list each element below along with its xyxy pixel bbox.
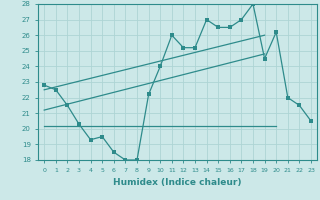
X-axis label: Humidex (Indice chaleur): Humidex (Indice chaleur) xyxy=(113,178,242,187)
